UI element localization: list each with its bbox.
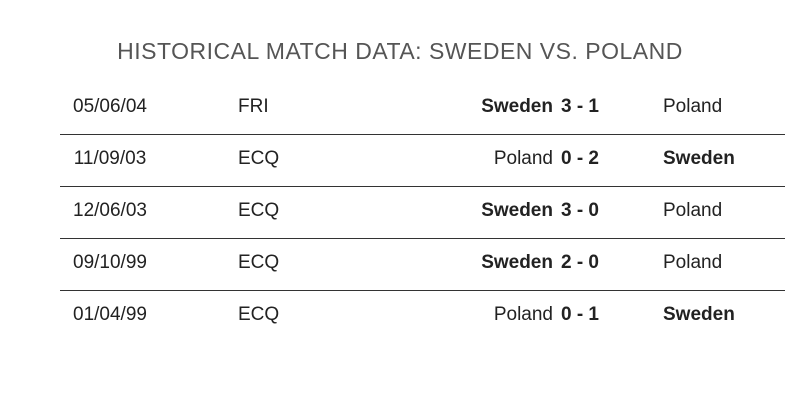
match-row: 12/06/03 ECQ Sweden 3 - 0 Poland [60, 186, 785, 239]
away-team: Sweden [663, 304, 735, 325]
home-team: Sweden [481, 96, 553, 117]
competition: ECQ [238, 304, 280, 325]
match-row: 05/06/04 FRI Sweden 3 - 1 Poland [60, 82, 785, 135]
score: 3 - 1 [560, 96, 600, 117]
date: 11/09/03 [73, 148, 147, 169]
home-team: Poland [493, 148, 553, 169]
away-team: Poland [663, 200, 723, 221]
score: 3 - 0 [560, 200, 600, 221]
competition: FRI [238, 96, 269, 117]
match-row: 11/09/03 ECQ Poland 0 - 2 Sweden [60, 134, 785, 187]
date: 12/06/03 [73, 200, 147, 221]
home-team: Poland [493, 304, 553, 325]
title: HISTORICAL MATCH DATA: SWEDEN VS. POLAND [117, 38, 683, 64]
score: 2 - 0 [560, 252, 600, 273]
competition: ECQ [238, 252, 280, 273]
competition: ECQ [238, 200, 280, 221]
date: 09/10/99 [73, 252, 147, 273]
date: 05/06/04 [73, 96, 147, 117]
score: 0 - 2 [560, 148, 600, 169]
home-team: Sweden [481, 252, 553, 273]
match-row: 01/04/99 ECQ Poland 0 - 1 Sweden [60, 290, 785, 342]
away-team: Sweden [663, 148, 735, 169]
score: 0 - 1 [560, 304, 600, 325]
home-team: Sweden [481, 200, 553, 221]
competition: ECQ [238, 148, 280, 169]
match-row: 09/10/99 ECQ Sweden 2 - 0 Poland [60, 238, 785, 291]
date: 01/04/99 [73, 304, 147, 325]
away-team: Poland [663, 96, 723, 117]
away-team: Poland [663, 252, 723, 273]
